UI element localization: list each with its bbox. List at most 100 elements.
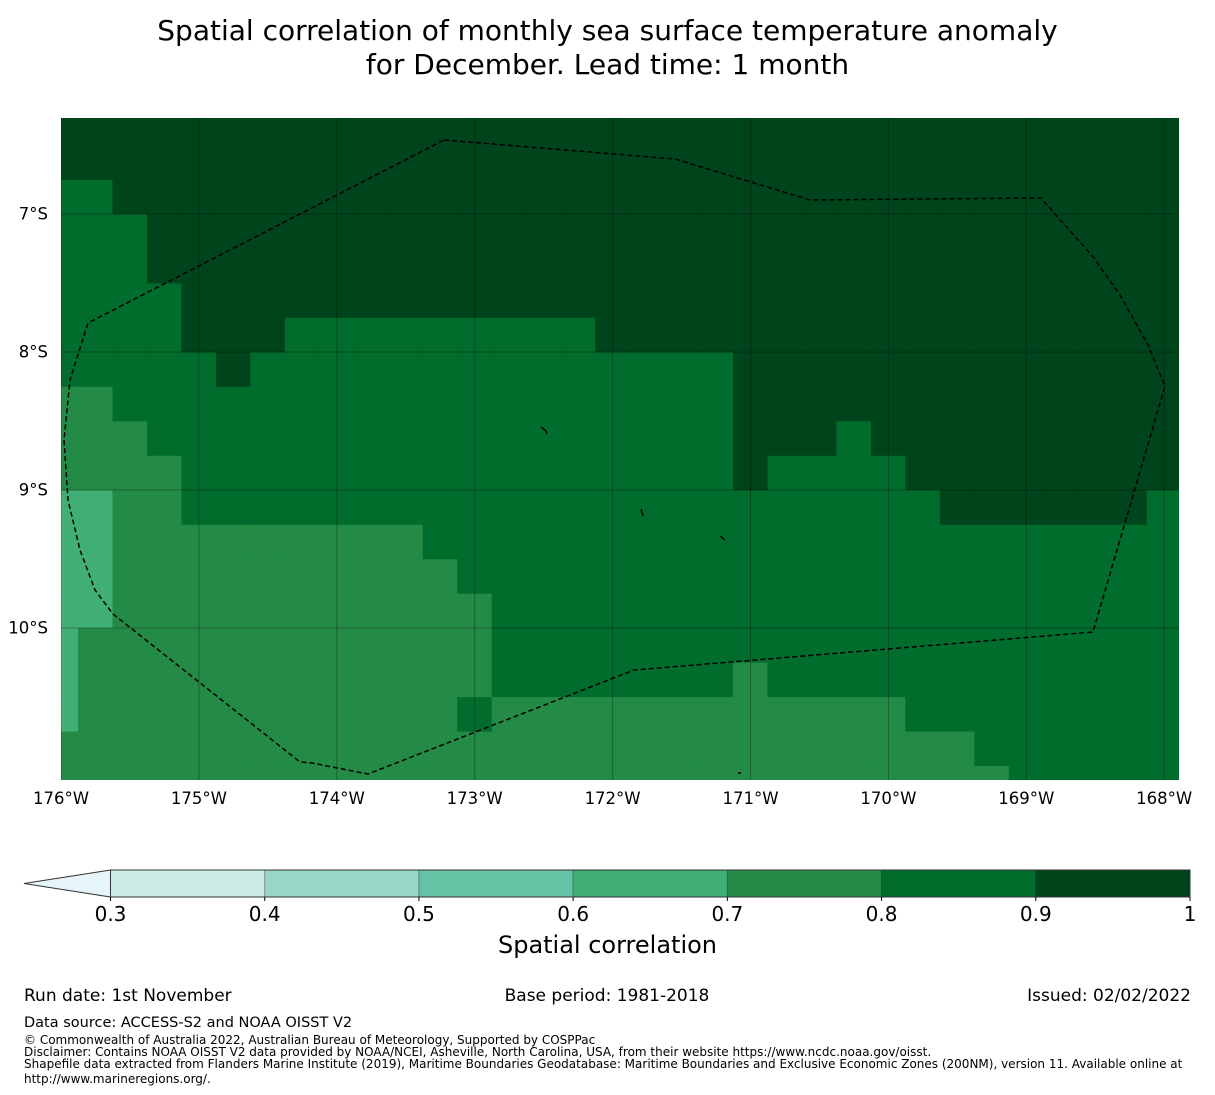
grid-cell: [560, 455, 596, 491]
grid-cell: [215, 283, 251, 319]
grid-cell: [595, 283, 631, 319]
grid-cell: [78, 145, 114, 181]
grid-cell: [698, 593, 734, 629]
grid-cell: [284, 317, 320, 353]
grid-cell: [629, 731, 665, 767]
grid-cell: [1146, 386, 1179, 422]
grid-cell: [629, 766, 665, 780]
grid-cell: [836, 248, 872, 284]
grid-cell: [1146, 662, 1179, 698]
grid-cell: [767, 283, 803, 319]
grid-cell: [698, 283, 734, 319]
grid-cell: [595, 490, 631, 526]
grid-cell: [733, 731, 769, 767]
grid-cell: [905, 352, 941, 388]
grid-cell: [215, 421, 251, 457]
grid-cell: [560, 490, 596, 526]
grid-cell: [1112, 283, 1148, 319]
grid-cell: [733, 352, 769, 388]
grid-cell: [284, 697, 320, 733]
grid-cell: [629, 352, 665, 388]
grid-cell: [939, 386, 975, 422]
grid-cell: [1077, 731, 1113, 767]
grid-cell: [733, 697, 769, 733]
grid-cell: [801, 421, 838, 457]
grid-cell: [1043, 524, 1079, 560]
grid-cell: [629, 118, 665, 147]
grid-cell: [1043, 455, 1079, 491]
latitude-label: 10°S: [8, 618, 48, 638]
grid-cell: [491, 455, 527, 491]
grid-cell: [181, 628, 217, 664]
grid-cell: [146, 179, 183, 216]
grid-cell: [595, 352, 631, 388]
grid-cell: [560, 662, 596, 698]
grid-cell: [457, 662, 493, 698]
grid-cell: [836, 214, 872, 250]
grid-cell: [870, 317, 906, 353]
grid-cell: [974, 248, 1010, 284]
grid-cell: [1077, 593, 1113, 629]
grid-cell: [974, 386, 1010, 422]
grid-cell: [491, 697, 527, 733]
grid-cell: [319, 214, 355, 250]
grid-cell: [319, 628, 355, 664]
grid-cell: [61, 352, 79, 388]
grid-cell: [801, 248, 838, 284]
grid-cell: [526, 628, 562, 664]
grid-cell: [560, 421, 596, 457]
latitude-label: 9°S: [18, 480, 48, 500]
grid-cell: [353, 524, 389, 560]
grid-cell: [870, 455, 906, 491]
grid-cell: [353, 697, 389, 733]
grid-cell: [801, 662, 838, 698]
grid-cell: [767, 317, 803, 353]
grid-cell: [215, 317, 251, 353]
grid-cell: [112, 118, 148, 147]
grid-cell: [1112, 593, 1148, 629]
grid-cell: [595, 248, 631, 284]
grid-cell: [181, 421, 217, 457]
grid-cell: [595, 214, 631, 250]
grid-cell: [181, 524, 217, 560]
grid-cell: [698, 118, 734, 147]
grid-cell: [733, 214, 769, 250]
grid-cell: [595, 524, 631, 560]
grid-cell: [526, 145, 562, 181]
grid-cell: [801, 524, 838, 560]
grid-cell: [870, 386, 906, 422]
grid-cell: [870, 490, 906, 526]
grid-cell: [1146, 179, 1179, 216]
grid-cell: [284, 386, 320, 422]
grid-cell: [801, 766, 838, 780]
grid-cell: [215, 766, 251, 780]
grid-cell: [905, 662, 941, 698]
grid-cell: [870, 118, 906, 147]
grid-cell: [250, 524, 286, 560]
grid-cell: [181, 214, 217, 250]
grid-cell: [1043, 559, 1079, 595]
grid-cell: [61, 455, 79, 491]
grid-cell: [698, 731, 734, 767]
grid-cell: [595, 179, 631, 216]
grid-cell: [457, 214, 493, 250]
grid-cell: [733, 248, 769, 284]
grid-cell: [733, 490, 769, 526]
grid-cell: [1077, 455, 1113, 491]
grid-cell: [801, 731, 838, 767]
grid-cell: [61, 766, 79, 780]
grid-cell: [61, 214, 79, 250]
grid-cell: [1112, 490, 1148, 526]
colorbar-tick-label: 1: [1183, 902, 1197, 926]
grid-cell: [870, 179, 906, 216]
grid-cell: [595, 731, 631, 767]
grid-cell: [1008, 662, 1044, 698]
grid-cell: [181, 145, 217, 181]
grid-cell: [1008, 455, 1044, 491]
grid-cell: [112, 524, 148, 560]
grid-cell: [1043, 490, 1079, 526]
grid-cell: [78, 118, 114, 147]
longitude-label: 169°W: [998, 789, 1055, 808]
grid-cell: [836, 179, 872, 216]
